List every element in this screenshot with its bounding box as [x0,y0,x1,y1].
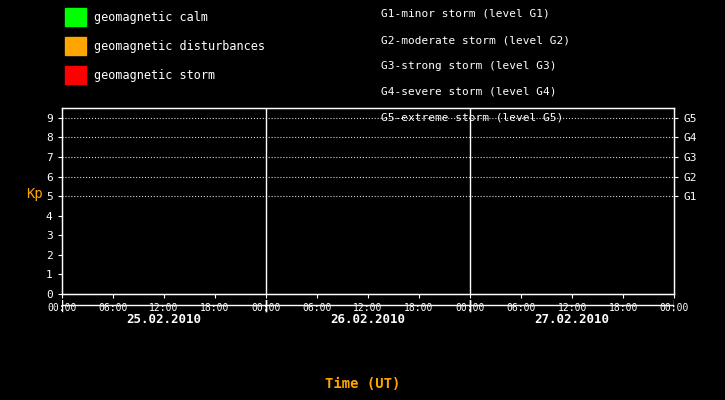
Text: 25.02.2010: 25.02.2010 [126,313,202,326]
Text: 27.02.2010: 27.02.2010 [534,313,610,326]
Text: G1-minor storm (level G1): G1-minor storm (level G1) [381,9,550,19]
Text: geomagnetic disturbances: geomagnetic disturbances [94,40,265,53]
Text: G3-strong storm (level G3): G3-strong storm (level G3) [381,61,556,71]
Text: G5-extreme storm (level G5): G5-extreme storm (level G5) [381,113,563,123]
Text: geomagnetic storm: geomagnetic storm [94,69,215,82]
Text: geomagnetic calm: geomagnetic calm [94,12,208,24]
Y-axis label: Kp: Kp [26,187,43,201]
Text: G2-moderate storm (level G2): G2-moderate storm (level G2) [381,35,570,45]
Text: G4-severe storm (level G4): G4-severe storm (level G4) [381,87,556,97]
Text: Time (UT): Time (UT) [325,377,400,391]
Text: 26.02.2010: 26.02.2010 [331,313,405,326]
